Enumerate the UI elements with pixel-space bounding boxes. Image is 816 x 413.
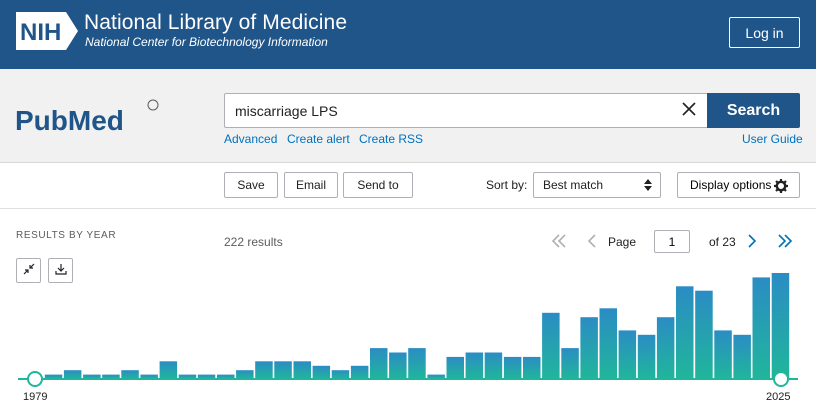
timeline-bar[interactable] [121, 370, 139, 379]
results-timeline-chart[interactable] [0, 265, 816, 413]
next-page-icon[interactable] [743, 232, 761, 250]
timeline-bar[interactable] [446, 356, 465, 379]
page-label: Page [608, 235, 637, 249]
pubmed-logo-text: PubMed [15, 105, 124, 136]
timeline-bar[interactable] [293, 361, 312, 379]
timeline-bar[interactable] [771, 273, 790, 379]
timeline-bar[interactable] [408, 348, 426, 379]
timeline-bar[interactable] [312, 365, 331, 380]
page-of-total: of 23 [709, 235, 736, 249]
prev-page-icon[interactable] [583, 232, 601, 250]
timeline-bar[interactable] [427, 374, 445, 379]
timeline-bar[interactable] [350, 365, 369, 380]
sort-label: Sort by: [486, 178, 528, 192]
timeline-bar[interactable] [178, 374, 197, 379]
org-subtitle: National Center for Biotechnology Inform… [85, 35, 328, 49]
timeline-bar[interactable] [618, 330, 637, 379]
timeline-bar[interactable] [599, 308, 618, 379]
gear-icon [774, 179, 788, 193]
timeline-bar[interactable] [102, 374, 120, 379]
display-options-button[interactable]: Display options [677, 172, 800, 198]
timeline-bar[interactable] [140, 374, 158, 379]
collapse-icon [23, 263, 34, 275]
timeline-bar[interactable] [714, 330, 732, 379]
start-year-label: 1979 [23, 391, 48, 403]
nih-logo-text: NIH [20, 19, 61, 46]
user-guide-link[interactable]: User Guide [742, 132, 803, 146]
save-button[interactable]: Save [224, 172, 278, 198]
first-page-icon[interactable] [550, 232, 568, 250]
results-count: 222 results [224, 235, 283, 249]
nih-header: NIH National Library of Medicine Nationa… [0, 0, 816, 69]
timeline-bar[interactable] [733, 334, 751, 379]
sort-arrows-icon [644, 179, 652, 191]
display-options-label: Display options [690, 178, 772, 192]
org-title[interactable]: National Library of Medicine [84, 11, 348, 34]
timeline-bar[interactable] [63, 370, 82, 379]
page-number-input[interactable] [654, 230, 690, 253]
last-page-icon[interactable] [776, 232, 794, 250]
timeline-bar[interactable] [389, 352, 407, 380]
start-year-handle[interactable] [27, 371, 43, 387]
end-year-label: 2025 [766, 391, 791, 403]
sort-select[interactable]: Best match [533, 172, 661, 198]
download-timeline-button[interactable] [48, 258, 73, 283]
timeline-bar[interactable] [676, 286, 694, 380]
timeline-bar[interactable] [83, 374, 101, 379]
timeline-bar[interactable] [523, 356, 541, 379]
timeline-bar[interactable] [331, 370, 350, 379]
search-region: PubMed Search Advanced Create alert Crea… [0, 69, 816, 163]
timeline-bar[interactable] [656, 317, 675, 379]
search-input[interactable] [224, 93, 671, 128]
close-icon [682, 102, 696, 116]
timeline-bar[interactable] [580, 317, 598, 379]
toolbar-divider [0, 208, 816, 209]
collapse-timeline-button[interactable] [16, 258, 41, 283]
timeline-bar[interactable] [484, 352, 503, 380]
timeline-bar[interactable] [503, 356, 522, 379]
advanced-link[interactable]: Advanced [224, 132, 278, 146]
timeline-bar[interactable] [274, 361, 292, 379]
timeline-bar[interactable] [236, 370, 254, 379]
sort-value: Best match [543, 178, 604, 192]
pubmed-logo[interactable]: PubMed [15, 96, 165, 140]
timeline-bar[interactable] [370, 348, 388, 379]
download-icon [54, 264, 67, 275]
timeline-bar[interactable] [561, 348, 579, 379]
timeline-bar[interactable] [542, 312, 560, 380]
search-button[interactable]: Search [707, 93, 800, 128]
create-alert-link[interactable]: Create alert [287, 132, 350, 146]
email-button[interactable]: Email [284, 172, 338, 198]
timeline-bar[interactable] [465, 352, 484, 380]
results-by-year-label: RESULTS BY YEAR [16, 230, 117, 241]
timeline-bar[interactable] [217, 374, 235, 379]
timeline-bar[interactable] [695, 290, 713, 379]
timeline-bar[interactable] [752, 277, 771, 379]
timeline-bar[interactable] [159, 361, 178, 379]
nih-logo[interactable]: NIH [16, 12, 78, 50]
login-button[interactable]: Log in [729, 17, 800, 48]
create-rss-link[interactable]: Create RSS [359, 132, 424, 146]
timeline-bar[interactable] [637, 334, 656, 379]
clear-search-button[interactable] [671, 93, 707, 128]
end-year-handle[interactable] [773, 371, 789, 387]
timeline-bar[interactable] [255, 361, 273, 379]
send-to-button[interactable]: Send to [343, 172, 413, 198]
timeline-bar[interactable] [44, 374, 63, 379]
timeline-bar[interactable] [197, 374, 216, 379]
